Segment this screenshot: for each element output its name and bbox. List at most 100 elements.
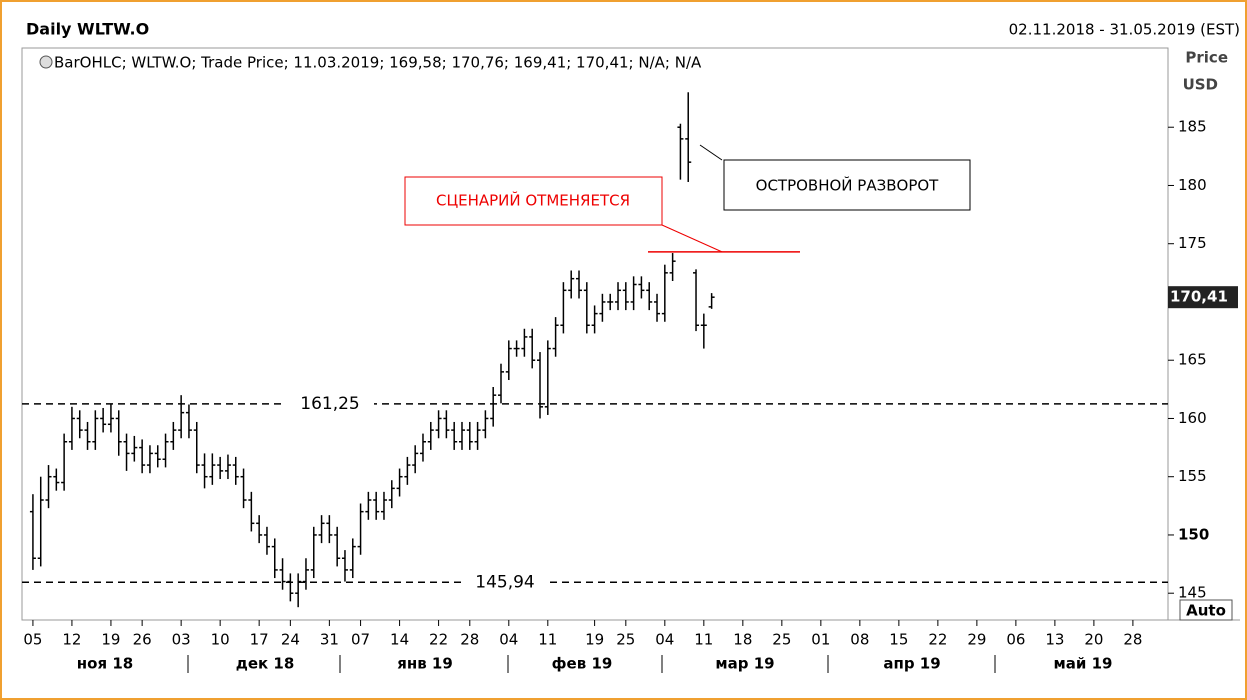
ohlc-bar	[76, 410, 83, 439]
x-tick-label: 28	[460, 631, 479, 649]
level-label-bg	[461, 571, 549, 594]
island-connector	[699, 144, 723, 161]
ohlc-bar	[92, 410, 99, 450]
ohlc-bar	[576, 270, 583, 299]
level-label: 145,94	[475, 572, 534, 592]
x-tick-label: 17	[250, 631, 269, 649]
ohlc-bar	[419, 433, 426, 462]
ohlc-bar	[170, 421, 177, 450]
island-box	[723, 159, 971, 211]
ohlc-bar	[302, 558, 309, 590]
x-tick-label: 05	[23, 631, 42, 649]
ohlc-bar	[544, 340, 551, 415]
ohlc-bar	[84, 421, 91, 450]
month-label: дек 18	[236, 655, 295, 673]
ohlc-bar	[466, 421, 473, 450]
y-tick-label: 180	[1178, 176, 1207, 194]
ohlc-bar	[115, 410, 122, 456]
ohlc-bar	[388, 480, 395, 509]
level-label: 161,25	[300, 394, 359, 414]
ohlc-bar	[100, 407, 107, 433]
ohlc-bar	[513, 340, 520, 357]
ohlc-bar	[248, 491, 255, 532]
ohlc-bar	[201, 453, 208, 489]
ohlc-bar	[599, 293, 606, 322]
ohlc-bar	[53, 468, 60, 491]
ohlc-bar	[107, 404, 114, 433]
ohlc-bar	[497, 363, 504, 404]
x-tick-label: 18	[733, 631, 752, 649]
ohlc-bar	[162, 433, 169, 468]
ohlc-bar	[373, 491, 380, 520]
ohlc-bar	[412, 445, 419, 474]
ohlc-bar	[232, 456, 239, 485]
ohlc-bar	[482, 410, 489, 439]
ohlc-bar	[560, 282, 567, 334]
ohlc-bar	[583, 282, 590, 334]
x-tick-label: 15	[889, 631, 908, 649]
ohlc-bar	[529, 328, 536, 369]
x-tick-label: 11	[694, 631, 713, 649]
x-tick-label: 04	[499, 631, 518, 649]
ohlc-bar	[591, 305, 598, 334]
ohlc-bar	[700, 313, 707, 349]
x-tick-label: 19	[585, 631, 604, 649]
ohlc-bar	[139, 439, 146, 474]
ohlc-bar	[341, 550, 348, 582]
x-tick-label: 07	[351, 631, 370, 649]
y-axis-unit: USD	[1183, 76, 1218, 94]
x-tick-label: 31	[320, 631, 339, 649]
ohlc-bar	[224, 454, 231, 480]
ohlc-bar	[630, 276, 637, 311]
ohlc-bar	[154, 445, 161, 468]
ohlc-bar	[209, 453, 216, 485]
ohlc-bar	[349, 538, 356, 579]
y-tick-label: 160	[1178, 409, 1207, 427]
ohlc-bar	[271, 538, 278, 579]
ohlc-bar	[654, 293, 661, 322]
x-tick-label: 26	[133, 631, 152, 649]
y-tick-label: 145	[1178, 584, 1207, 602]
ohlc-bar	[693, 269, 700, 332]
ohlc-bar	[638, 276, 645, 299]
x-tick-label: 22	[928, 631, 947, 649]
x-tick-label: 24	[281, 631, 300, 649]
x-tick-label: 04	[655, 631, 674, 649]
ohlc-bar	[568, 270, 575, 299]
ohlc-bar	[334, 526, 341, 567]
y-tick-label: 165	[1178, 351, 1207, 369]
ohlc-bar	[661, 264, 668, 322]
chart-title: Daily WLTW.O	[26, 20, 149, 39]
scenario-connector	[661, 224, 723, 253]
legend-icon	[39, 55, 53, 69]
ohlc-bar	[61, 433, 68, 491]
x-tick-label: 12	[62, 631, 81, 649]
ohlc-bar	[279, 558, 286, 590]
x-tick-label: 06	[1006, 631, 1025, 649]
ohlc-bar	[178, 395, 185, 439]
ohlc-bar	[435, 410, 442, 439]
last-price-label: 170,41	[1170, 288, 1228, 306]
ohlc-bar	[45, 465, 52, 509]
ohlc-bar	[521, 328, 528, 357]
ohlc-bar	[185, 404, 192, 439]
ohlc-bar	[326, 515, 333, 544]
ohlc-bar	[123, 433, 130, 471]
y-tick-label: 150	[1178, 525, 1209, 543]
auto-label[interactable]: Auto	[1186, 602, 1226, 620]
month-label: апр 19	[883, 655, 940, 673]
last-price-box	[1168, 286, 1238, 309]
plot-area	[21, 47, 1169, 621]
ohlc-bar	[295, 573, 302, 608]
ohlc-bar	[365, 491, 372, 520]
ohlc-bar	[443, 410, 450, 439]
x-tick-label: 25	[616, 631, 635, 649]
ohlc-bar	[451, 421, 458, 450]
x-tick-label: 25	[772, 631, 791, 649]
month-label: ноя 18	[77, 655, 133, 673]
ohlc-bar	[310, 526, 317, 579]
ohlc-bar	[505, 340, 512, 381]
x-tick-label: 13	[1045, 631, 1064, 649]
auto-button[interactable]	[1179, 599, 1233, 621]
